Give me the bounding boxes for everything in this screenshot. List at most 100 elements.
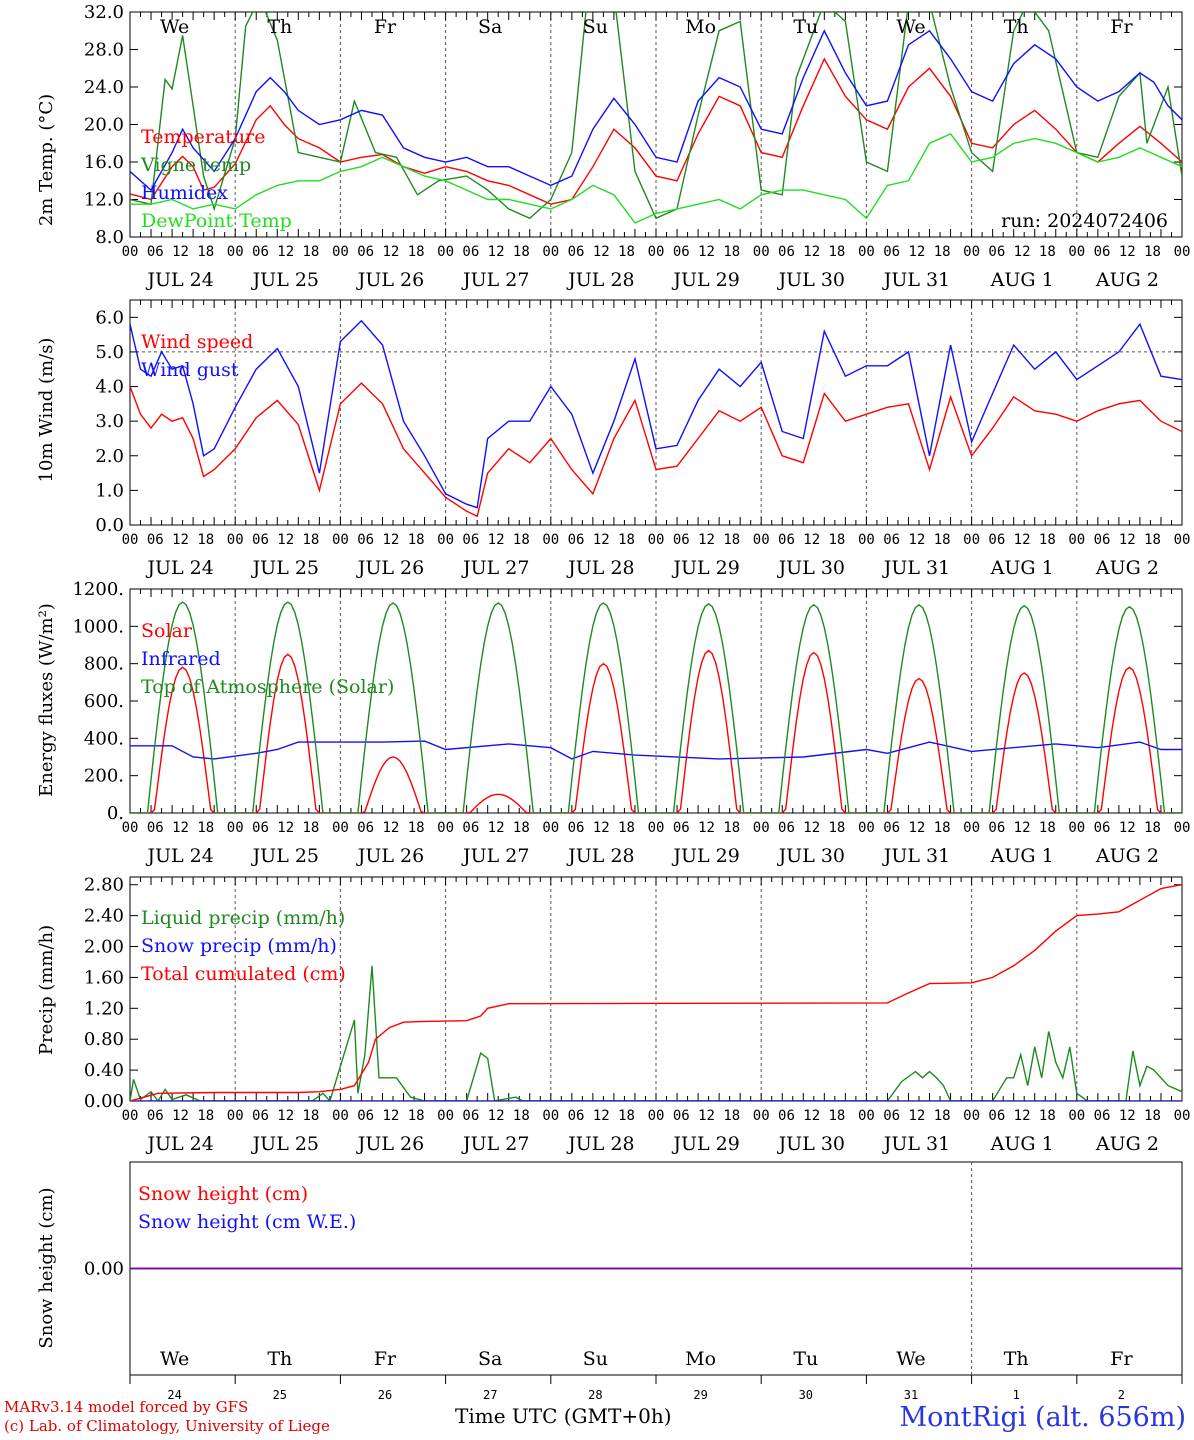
series-group: [130, 12, 1182, 224]
hour-tick-label: 12: [593, 820, 610, 836]
date-label: JUL 31: [882, 269, 950, 291]
series-line-solar: [130, 649, 1182, 813]
model-credit: MARv3.14 model forced by GFS (c) Lab. of…: [4, 1398, 330, 1436]
hour-tick-label: 18: [1039, 532, 1056, 548]
hour-tick-label: 12: [908, 244, 925, 260]
hour-tick-label: 06: [883, 532, 900, 548]
hour-tick-label: 12: [698, 532, 715, 548]
hour-tick-label: 06: [988, 244, 1005, 260]
series-line-dewpoint-temp: [130, 133, 1182, 224]
date-label: JUL 29: [671, 557, 739, 579]
date-label: JUL 24: [145, 1133, 213, 1155]
y-axis-label: Snow height (cm): [36, 1187, 57, 1348]
legend-entry: Top of Atmosphere (Solar): [141, 676, 394, 698]
hour-tick-label: 12: [1119, 1108, 1136, 1124]
date-label: JUL 25: [251, 269, 319, 291]
hour-tick-label: 06: [883, 820, 900, 836]
hour-tick-label: 18: [513, 1108, 530, 1124]
hour-tick-label: 00: [122, 244, 139, 260]
hour-tick-label: 06: [778, 532, 795, 548]
hour-tick-label: 00: [753, 1108, 770, 1124]
hour-tick-label: 18: [1039, 1108, 1056, 1124]
legend-entry: Snow height (cm W.E.): [138, 1211, 356, 1233]
legend-entry: Snow height (cm): [138, 1183, 308, 1205]
bottom-weekday-label: Th: [267, 1348, 292, 1370]
hour-tick-label: 12: [277, 532, 294, 548]
date-label: JUL 30: [777, 1133, 845, 1155]
hour-tick-label: 18: [408, 820, 425, 836]
date-label: JUL 27: [461, 1133, 529, 1155]
hour-tick-label: 12: [593, 532, 610, 548]
hour-tick-label: 06: [1094, 244, 1111, 260]
hour-tick-label: 06: [462, 1108, 479, 1124]
panel-3: 0. 200. 400. 600. 800. 1000. 1200. 00 06 12 18 JUL …: [36, 579, 1190, 867]
legend-entry: Liquid precip (mm/h): [141, 907, 345, 929]
date-label: JUL 29: [671, 269, 739, 291]
hour-tick-label: 18: [934, 1108, 951, 1124]
date-label: JUL 25: [251, 1133, 319, 1155]
hour-tick-label: 12: [488, 820, 505, 836]
bottom-weekday-label: Fr: [374, 1348, 397, 1370]
hour-tick-label: 00: [858, 1108, 875, 1124]
panel-frame: [129, 588, 1183, 814]
hour-tick-label: 06: [673, 1108, 690, 1124]
hour-tick-label: 00: [648, 820, 665, 836]
date-label: JUL 27: [461, 557, 529, 579]
hour-tick-label: 18: [934, 532, 951, 548]
bottom-weekday-label: Su: [583, 1348, 608, 1370]
hour-tick-label: 18: [197, 1108, 214, 1124]
day-number-label: 26: [378, 1388, 392, 1402]
hour-tick-label: 12: [488, 1108, 505, 1124]
date-label: AUG 2: [1095, 1133, 1159, 1155]
hour-tick-label: 18: [513, 820, 530, 836]
hour-tick-label: 00: [1174, 820, 1191, 836]
hour-tick-label: 00: [963, 1108, 980, 1124]
hour-tick-label: 12: [593, 244, 610, 260]
weekday-label: Sa: [478, 16, 502, 38]
y-tick-label: 6.0: [95, 307, 124, 328]
date-label: JUL 24: [145, 269, 213, 291]
day-number-label: 29: [693, 1388, 707, 1402]
bottom-weekday-label: We: [896, 1348, 925, 1370]
hour-tick-label: 06: [568, 532, 585, 548]
bottom-weekday-label: Th: [1004, 1348, 1029, 1370]
date-label: JUL 29: [671, 1133, 739, 1155]
date-label: JUL 28: [566, 1133, 634, 1155]
hour-tick-label: 12: [277, 1108, 294, 1124]
hour-tick-label: 06: [357, 1108, 374, 1124]
hour-tick-label: 00: [1068, 1108, 1085, 1124]
hour-tick-label: 18: [934, 820, 951, 836]
hour-tick-label: 06: [147, 820, 164, 836]
hour-tick-label: 06: [1094, 532, 1111, 548]
hour-tick-label: 00: [753, 532, 770, 548]
date-label: JUL 29: [671, 845, 739, 867]
date-label: JUL 28: [566, 557, 634, 579]
hour-tick-label: 00: [437, 244, 454, 260]
y-tick-label: 0.00: [84, 1259, 124, 1280]
hour-tick-label: 18: [1039, 820, 1056, 836]
hour-tick-label: 18: [723, 532, 740, 548]
hour-tick-label: 06: [988, 820, 1005, 836]
y-tick-label: 32.0: [84, 2, 124, 23]
weekday-label: Mo: [685, 16, 716, 38]
weekday-label: Fr: [1110, 16, 1133, 38]
hour-tick-label: 18: [618, 820, 635, 836]
hour-tick-label: 00: [542, 244, 559, 260]
hour-tick-label: 12: [803, 820, 820, 836]
hour-tick-label: 18: [618, 532, 635, 548]
date-label: AUG 1: [990, 1133, 1054, 1155]
y-tick-label: 2.40: [84, 906, 124, 927]
y-tick-label: 0.: [107, 803, 124, 824]
hour-tick-label: 06: [568, 820, 585, 836]
hour-tick-label: 00: [332, 820, 349, 836]
weekday-label: Th: [267, 16, 292, 38]
date-label: JUL 31: [882, 557, 950, 579]
bottom-weekday-label: Mo: [685, 1348, 716, 1370]
hour-tick-label: 06: [1094, 820, 1111, 836]
y-tick-label: 1000.: [72, 616, 124, 637]
hour-tick-label: 00: [1068, 820, 1085, 836]
y-tick-label: 1200.: [72, 579, 124, 600]
hour-tick-label: 18: [197, 820, 214, 836]
hour-tick-label: 00: [858, 244, 875, 260]
hour-tick-label: 06: [147, 1108, 164, 1124]
